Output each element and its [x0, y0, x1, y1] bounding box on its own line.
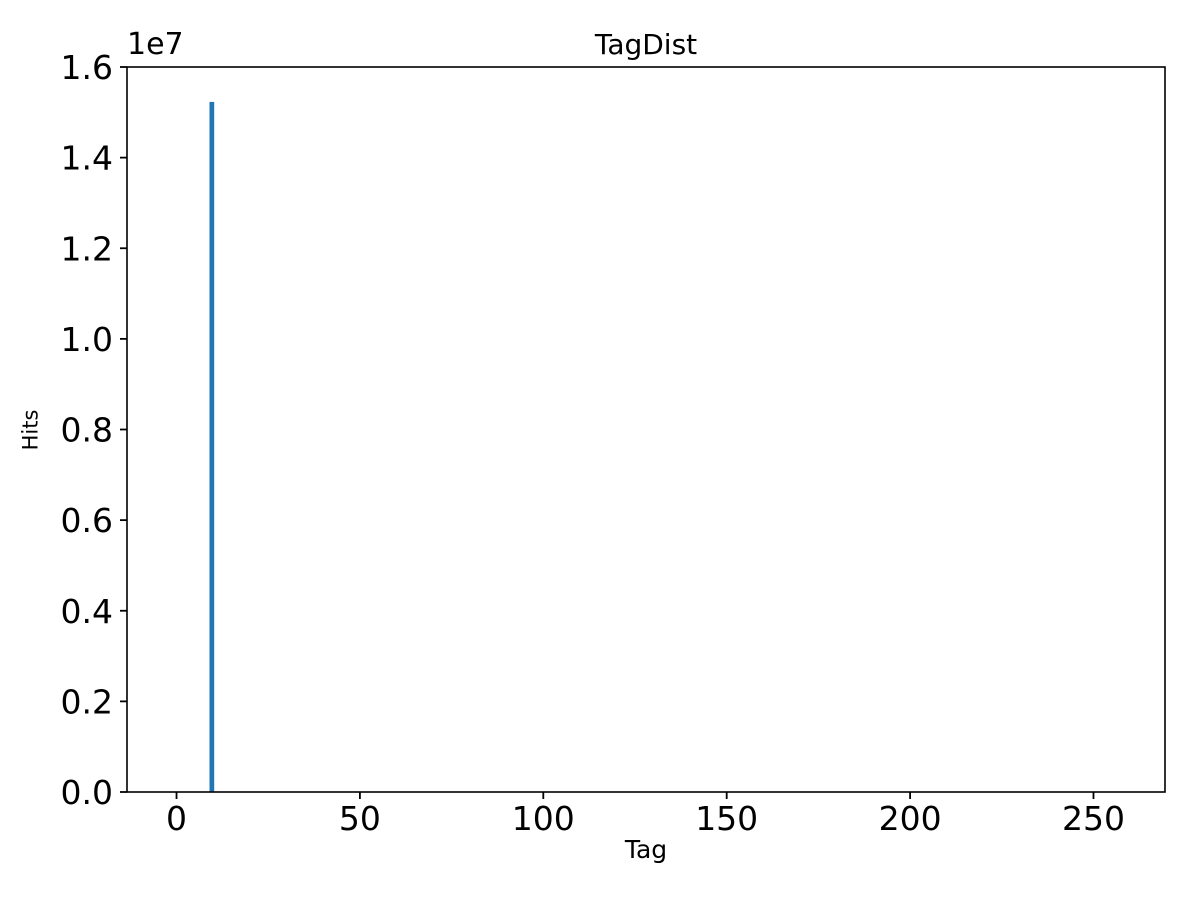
plot-bar: [209, 101, 215, 792]
x-tick-label: 200: [879, 799, 942, 838]
y-tick-label: 0.4: [61, 592, 113, 631]
y-tick-label: 0.0: [61, 773, 113, 812]
y-tick-label: 0.2: [61, 682, 113, 721]
x-tick-label: 250: [1062, 799, 1125, 838]
y-axis-offset-label: 1e7: [127, 27, 184, 62]
y-tick-label: 1.2: [61, 229, 113, 268]
chart-title: TagDist: [594, 28, 698, 61]
axes-spines: [126, 66, 1166, 793]
y-tick-label: 1.6: [61, 48, 113, 87]
x-axis-label: Tag: [624, 835, 668, 864]
x-tick-label: 50: [339, 799, 381, 838]
y-tick-label: 1.4: [61, 139, 113, 178]
x-tick-label: 0: [166, 799, 187, 838]
x-tick-label: 100: [512, 799, 575, 838]
y-tick-label: 0.6: [61, 501, 113, 540]
y-tick-label: 0.8: [61, 411, 113, 450]
x-tick-label: 150: [695, 799, 758, 838]
y-tick-label: 1.0: [61, 320, 113, 359]
y-axis-label: Hits: [18, 409, 43, 451]
